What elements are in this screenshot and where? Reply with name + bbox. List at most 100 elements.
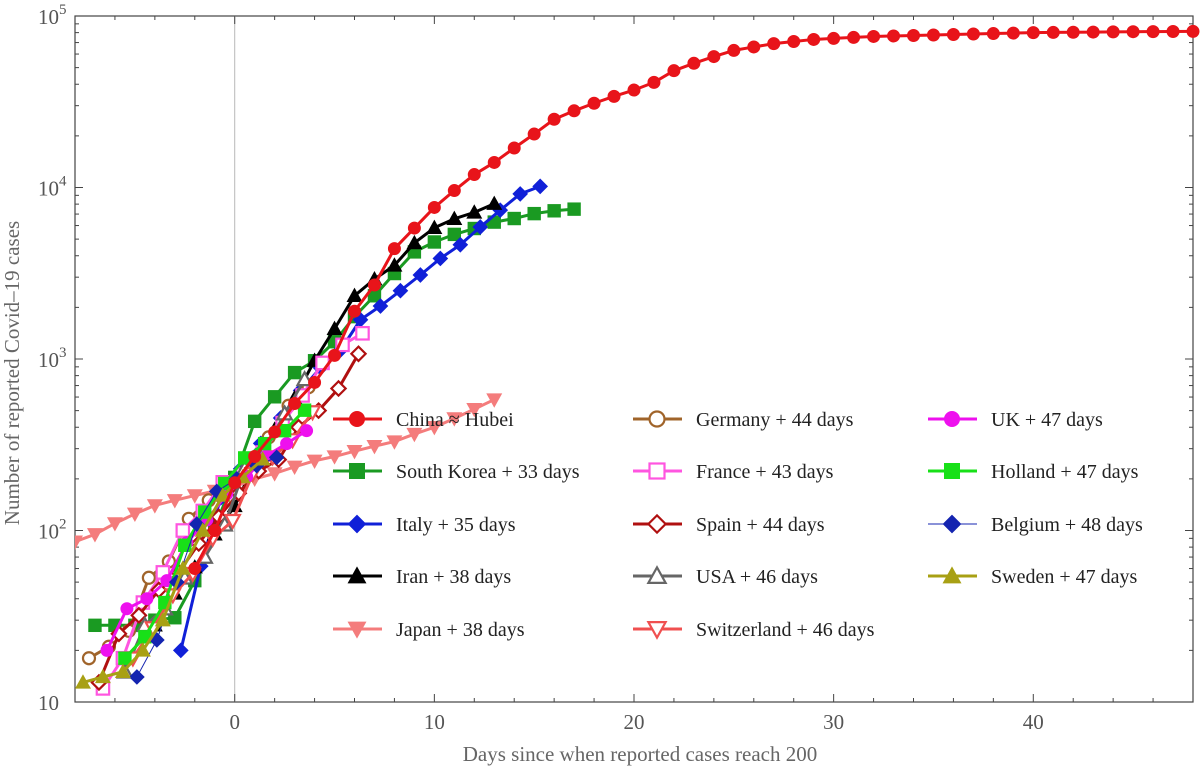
legend-item: Belgium + 48 days [928,514,1143,536]
data-point [266,467,283,482]
legend-marker [646,620,668,640]
data-point [1066,25,1080,39]
x-axis-label-group: Days since when reported cases reach 200 [463,742,818,766]
legend-item: Iran + 38 days [333,566,511,588]
data-point [486,393,503,408]
y-tick-exponent: 3 [59,345,67,361]
data-point [308,375,322,389]
legend-marker [944,463,960,479]
data-point [512,186,529,202]
data-point [140,592,154,606]
data-point [223,513,242,531]
data-point [328,348,342,362]
data-point [527,206,541,221]
legend-label: Belgium + 48 days [991,514,1143,536]
data-point [118,651,132,665]
data-point [787,35,801,49]
data-point [547,112,561,126]
legend-label: Iran + 38 days [396,566,511,588]
y-tick-base: 10 [38,348,59,372]
data-point [346,444,363,460]
data-point [288,397,302,411]
series-china [188,24,1200,576]
data-point [146,499,163,514]
data-point [386,435,403,450]
legend-item: France + 43 days [633,461,834,483]
data-point [130,606,148,625]
data-point [807,32,821,46]
legend-item: Sweden + 47 days [928,566,1137,588]
data-point [387,242,401,256]
series-line [193,29,1194,570]
data-point [487,155,501,169]
legend-item: Germany + 44 days [633,409,854,431]
data-point [129,669,145,685]
legend-item: Japan + 38 days [333,619,525,641]
data-point [1106,25,1120,39]
data-point [392,282,409,299]
data-point [532,178,549,195]
legend-label: Japan + 38 days [396,619,525,641]
data-point [367,278,381,292]
data-point [346,287,363,303]
y-tick-label: 105 [38,2,67,29]
y-axis-label: Number of reported Covid–19 cases [0,221,24,525]
legend-marker [347,621,367,639]
data-point [126,507,143,523]
data-point [120,602,134,616]
y-tick-exponent: 4 [59,174,67,190]
data-point [432,250,449,267]
data-point [326,450,343,465]
data-point [547,204,561,218]
legend-marker [347,566,367,584]
data-point [75,674,91,689]
data-point [427,235,442,249]
data-point [1126,25,1140,39]
data-point [406,427,423,443]
data-point [300,424,314,438]
data-point [446,210,463,226]
data-point [100,643,114,657]
x-tick-label: 30 [823,710,844,734]
x-tick-label: 0 [229,710,240,734]
data-point [306,454,323,469]
legend-label: Spain + 44 days [696,514,825,536]
data-point [867,29,881,43]
data-point [106,517,123,532]
data-point [166,494,183,509]
data-point [727,43,741,57]
legend-marker [942,514,962,534]
legend-marker [648,462,666,480]
data-point [228,476,242,490]
data-point [407,221,421,235]
data-point [567,104,581,118]
legend-marker [646,513,668,535]
data-point [447,227,462,242]
y-tick-exponent: 5 [59,2,67,18]
legend-label: China ≈ Hubei [396,409,514,431]
y-tick-base: 10 [38,5,59,29]
y-tick-label: 104 [38,174,67,201]
data-point [1086,25,1100,39]
data-point [287,365,302,380]
legend-label: Holland + 47 days [991,461,1139,483]
data-point [114,663,131,679]
data-point [707,50,721,64]
data-point [349,345,368,363]
data-point [194,522,211,537]
data-point [472,219,489,235]
y-tick-label: 10 [38,691,59,715]
x-tick-label: 10 [424,710,445,734]
data-point [372,298,389,314]
y-tick-base: 10 [38,520,59,544]
legend-item: UK + 47 days [928,409,1103,431]
data-point [986,27,1000,41]
data-point [827,31,841,45]
data-point [446,412,463,427]
legend-marker [944,411,960,427]
data-point [412,267,429,283]
data-point [247,414,262,429]
data-point [507,211,521,226]
y-tick-base: 10 [38,691,59,715]
